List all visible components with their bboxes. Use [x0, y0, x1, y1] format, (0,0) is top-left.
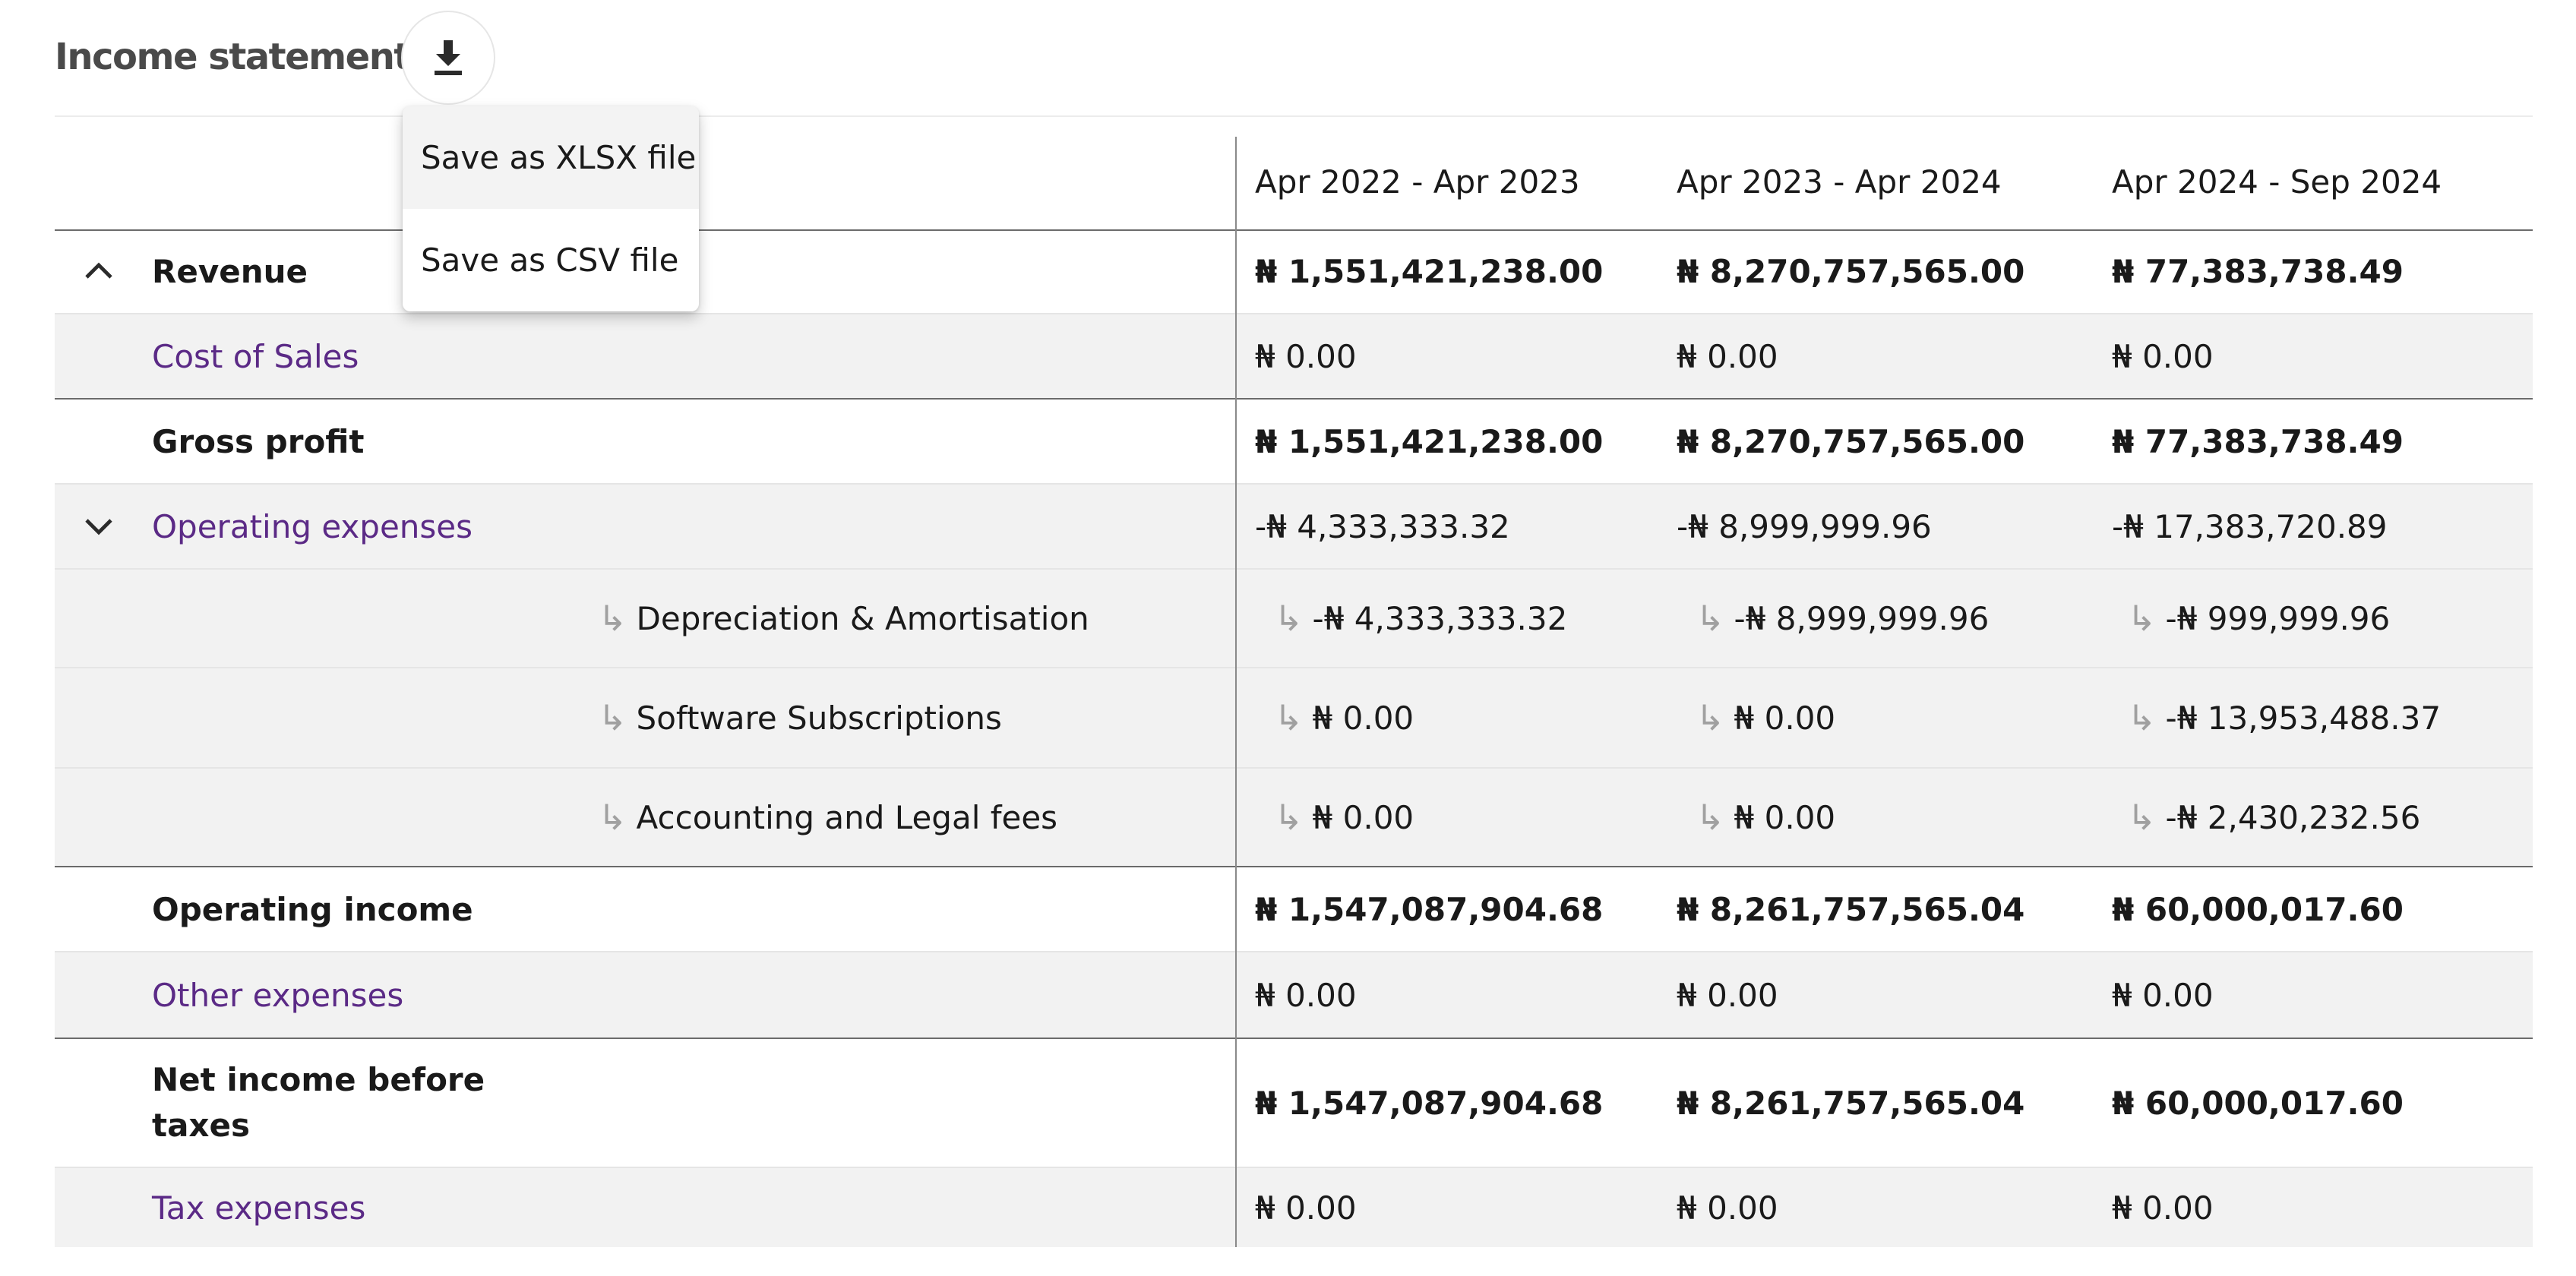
download-button[interactable]	[401, 11, 495, 105]
row-value: -₦ 8,999,999.96	[1677, 507, 1932, 545]
sub-row-value: ↳ -₦ 2,430,232.56	[2127, 797, 2421, 838]
table-row-accounting-legal: ↳ Accounting and Legal fees ↳ ₦ 0.00 ↳ ₦ 0.…	[55, 769, 2533, 867]
column-header: Apr 2023 - Apr 2024	[1677, 163, 2002, 201]
sub-row-arrow-icon: ↳	[598, 797, 627, 838]
sub-row-arrow-icon: ↳	[1274, 697, 1304, 738]
row-value: ₦ 60,000,017.60	[2112, 1084, 2404, 1122]
sub-row-text: Software Subscriptions	[636, 699, 1002, 737]
sub-row-label: ↳ Software Subscriptions	[598, 668, 1002, 767]
column-header: Apr 2022 - Apr 2023	[1255, 163, 1580, 201]
sub-row-value: ↳ ₦ 0.00	[1696, 797, 1836, 838]
row-value: ₦ 8,270,757,565.00	[1677, 422, 2025, 460]
column-divider	[1235, 137, 1237, 1247]
row-value: -₦ 17,383,720.89	[2112, 507, 2388, 545]
table-row-software-subscriptions: ↳ Software Subscriptions ↳ ₦ 0.00 ↳ ₦ 0.00 …	[55, 668, 2533, 769]
row-value: ₦ 0.00	[1255, 976, 1357, 1014]
sub-row-arrow-icon: ↳	[1696, 598, 1725, 639]
sub-row-arrow-icon: ↳	[2127, 697, 2157, 738]
sub-row-arrow-icon: ↳	[598, 697, 627, 738]
row-label: Revenue	[152, 252, 308, 290]
row-value: ₦ 8,270,757,565.00	[1677, 252, 2025, 290]
row-label-link[interactable]: Tax expenses	[152, 1189, 366, 1227]
row-value: ₦ 0.00	[1255, 1189, 1357, 1227]
table-row-cost-of-sales: Cost of Sales ₦ 0.00 ₦ 0.00 ₦ 0.00	[55, 314, 2533, 400]
sub-row-arrow-icon: ↳	[2127, 598, 2157, 639]
row-value: ₦ 0.00	[2112, 1189, 2214, 1227]
sub-row-arrow-icon: ↳	[598, 598, 627, 639]
sub-row-arrow-icon: ↳	[1696, 797, 1725, 838]
table-row-operating-expenses: Operating expenses -₦ 4,333,333.32 -₦ 8,…	[55, 485, 2533, 570]
download-icon	[435, 40, 462, 75]
sub-row-value: ↳ -₦ 999,999.96	[2127, 598, 2391, 639]
table-row-other-expenses: Other expenses ₦ 0.00 ₦ 0.00 ₦ 0.00	[55, 952, 2533, 1039]
row-value: ₦ 77,383,738.49	[2112, 252, 2404, 290]
row-value: ₦ 1,547,087,904.68	[1255, 1084, 1604, 1122]
row-value: ₦ 77,383,738.49	[2112, 422, 2404, 460]
row-label-link[interactable]: Cost of Sales	[152, 337, 359, 375]
table-row-revenue: Revenue ₦ 1,551,421,238.00 ₦ 8,270,757,5…	[55, 229, 2533, 314]
download-menu: Save as XLSX file Save as CSV file	[403, 106, 699, 311]
row-value: ₦ 8,261,757,565.04	[1677, 1084, 2025, 1122]
row-value: ₦ 0.00	[2112, 337, 2214, 375]
title-divider	[55, 115, 2533, 117]
table-row-gross-profit: Gross profit ₦ 1,551,421,238.00 ₦ 8,270,…	[55, 400, 2533, 485]
row-value: ₦ 1,547,087,904.68	[1255, 890, 1604, 928]
chevron-up-icon	[85, 262, 112, 279]
row-label: Gross profit	[152, 422, 365, 460]
row-value: ₦ 0.00	[2112, 976, 2214, 1014]
row-value: ₦ 1,551,421,238.00	[1255, 252, 1604, 290]
row-value: ₦ 0.00	[1677, 976, 1778, 1014]
row-label-link[interactable]: Other expenses	[152, 976, 404, 1014]
row-value: -₦ 4,333,333.32	[1255, 507, 1510, 545]
row-label: Net income before taxes	[152, 1061, 485, 1144]
sub-row-value: ↳ -₦ 4,333,333.32	[1274, 598, 1568, 639]
sub-row-arrow-icon: ↳	[1274, 598, 1304, 639]
sub-row-value: ↳ ₦ 0.00	[1696, 697, 1836, 738]
table-row-operating-income: Operating income ₦ 1,547,087,904.68 ₦ 8,…	[55, 867, 2533, 952]
sub-row-value: ↳ -₦ 13,953,488.37	[2127, 697, 2442, 738]
sub-row-value: ↳ ₦ 0.00	[1274, 797, 1414, 838]
row-label-link[interactable]: Operating expenses	[152, 507, 473, 545]
row-value: ₦ 0.00	[1677, 1189, 1778, 1227]
table-row-depreciation: ↳ Depreciation & Amortisation ↳ -₦ 4,333,3…	[55, 570, 2533, 668]
sub-row-text: Depreciation & Amortisation	[636, 599, 1089, 637]
column-header: Apr 2024 - Sep 2024	[2112, 163, 2442, 201]
row-value: ₦ 8,261,757,565.04	[1677, 890, 2025, 928]
row-value: ₦ 0.00	[1255, 337, 1357, 375]
table-header: Apr 2022 - Apr 2023 Apr 2023 - Apr 2024 …	[55, 137, 2533, 231]
row-value: ₦ 60,000,017.60	[2112, 890, 2404, 928]
sub-row-arrow-icon: ↳	[2127, 797, 2157, 838]
row-label: Operating income	[152, 890, 473, 928]
table-row-net-income-before-taxes: Net income before taxes ₦ 1,547,087,904.…	[55, 1039, 2533, 1168]
sub-row-label: ↳ Accounting and Legal fees	[598, 769, 1057, 866]
collapse-toggle[interactable]	[68, 229, 129, 313]
sub-row-value: ↳ -₦ 8,999,999.96	[1696, 598, 1990, 639]
sub-row-arrow-icon: ↳	[1696, 697, 1725, 738]
save-csv-menu-item[interactable]: Save as CSV file	[421, 242, 679, 279]
chevron-down-icon	[85, 519, 112, 535]
table-row-tax-expenses: Tax expenses ₦ 0.00 ₦ 0.00 ₦ 0.00	[55, 1168, 2533, 1247]
sub-row-text: Accounting and Legal fees	[636, 798, 1058, 836]
expand-toggle[interactable]	[68, 485, 129, 568]
sub-row-label: ↳ Depreciation & Amortisation	[598, 570, 1089, 667]
row-value: ₦ 0.00	[1677, 337, 1778, 375]
save-xlsx-menu-item[interactable]: Save as XLSX file	[403, 106, 699, 209]
sub-row-arrow-icon: ↳	[1274, 797, 1304, 838]
page-title: Income statement	[55, 36, 411, 78]
sub-row-value: ↳ ₦ 0.00	[1274, 697, 1414, 738]
row-value: ₦ 1,551,421,238.00	[1255, 422, 1604, 460]
